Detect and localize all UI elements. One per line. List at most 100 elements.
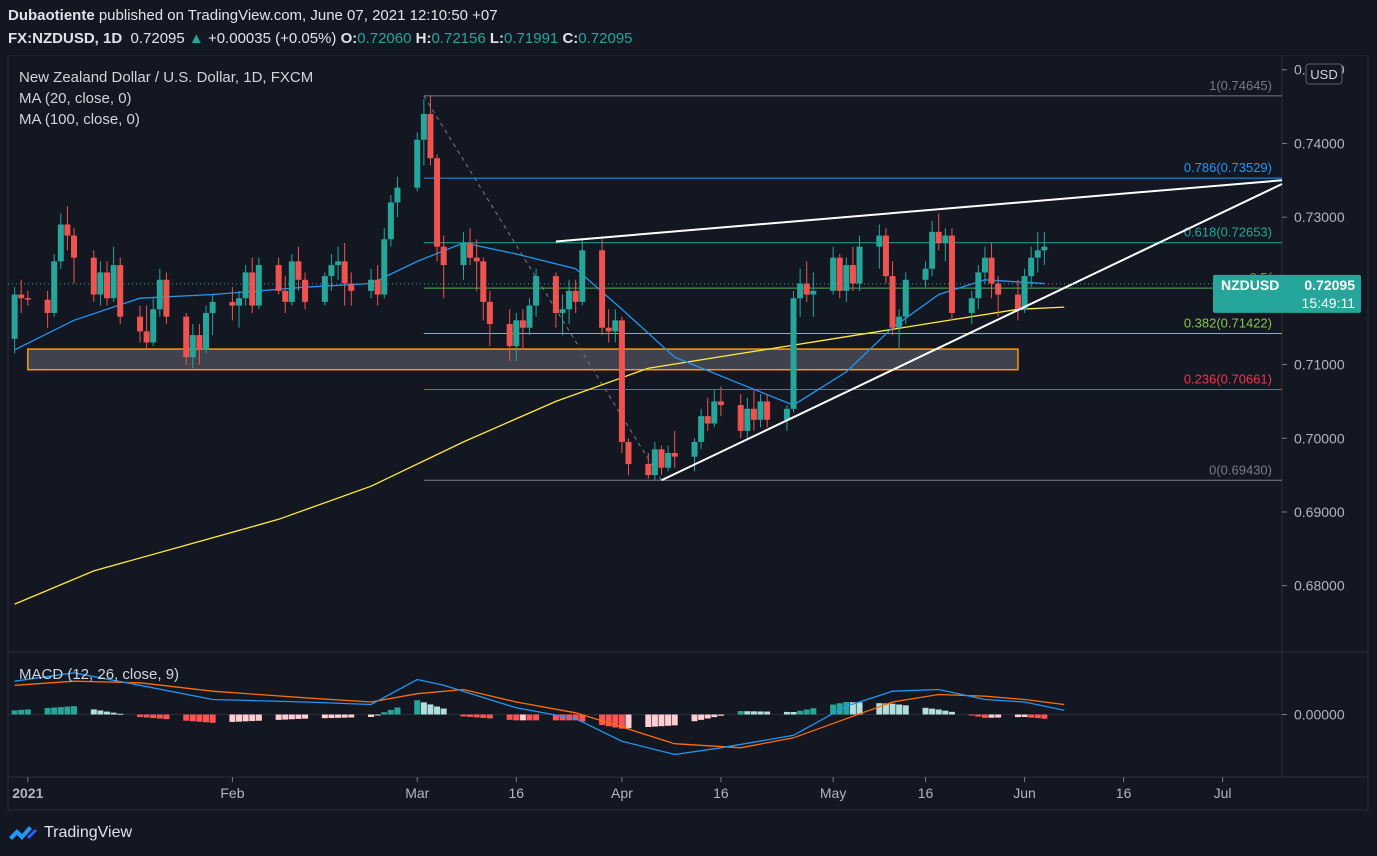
candle-body[interactable] [981, 257, 988, 273]
candle-body[interactable] [612, 320, 619, 332]
candle-body[interactable] [18, 294, 25, 299]
candle-body[interactable] [163, 279, 170, 317]
candle-body[interactable] [856, 246, 863, 284]
candle-body[interactable] [236, 298, 243, 306]
candle-body[interactable] [665, 453, 672, 468]
candle-body[interactable] [929, 231, 936, 269]
candle-body[interactable] [71, 235, 78, 258]
candle-body[interactable] [599, 250, 606, 328]
candle-body[interactable] [57, 224, 64, 262]
candle-body[interactable] [790, 298, 797, 409]
candle-body[interactable] [24, 298, 31, 300]
candle-body[interactable] [51, 261, 58, 313]
legend-ma20[interactable]: MA (20, close, 0) [19, 90, 132, 107]
candle-body[interactable] [11, 294, 18, 339]
candle-body[interactable] [104, 272, 111, 299]
candle-body[interactable] [275, 265, 282, 291]
candle-body[interactable] [764, 401, 771, 420]
candle-body[interactable] [321, 276, 328, 302]
candle-body[interactable] [341, 261, 348, 284]
candle-body[interactable] [381, 239, 388, 295]
candle-body[interactable] [691, 441, 698, 457]
candle-body[interactable] [559, 309, 566, 313]
candle-body[interactable] [295, 261, 302, 280]
candle-body[interactable] [328, 265, 335, 277]
candle-body[interactable] [744, 408, 751, 431]
candle-body[interactable] [209, 301, 216, 313]
candle-body[interactable] [783, 408, 790, 420]
candle-body[interactable] [948, 235, 955, 313]
candle-body[interactable] [988, 257, 995, 284]
candle-body[interactable] [658, 449, 665, 468]
candle-body[interactable] [117, 265, 124, 317]
currency-badge-box[interactable] [1305, 63, 1343, 85]
candle-body[interactable] [968, 298, 975, 313]
candle-body[interactable] [625, 441, 632, 465]
candle-body[interactable] [717, 401, 724, 406]
candle-body[interactable] [183, 316, 190, 358]
candle-body[interactable] [896, 316, 903, 328]
candle-body[interactable] [995, 283, 1002, 295]
candle-body[interactable] [394, 187, 401, 203]
candle-body[interactable] [843, 265, 850, 291]
macd-signal-line[interactable] [14, 680, 1065, 749]
candle-body[interactable] [64, 224, 71, 236]
candle-body[interactable] [750, 408, 757, 420]
candle-body[interactable] [797, 283, 804, 299]
candle-body[interactable] [434, 158, 441, 247]
candle-body[interactable] [90, 257, 97, 295]
candle-body[interactable] [229, 301, 236, 306]
legend-ma100[interactable]: MA (100, close, 0) [19, 111, 140, 128]
candle-body[interactable] [698, 416, 705, 442]
candle-body[interactable] [348, 283, 355, 291]
candle-body[interactable] [467, 242, 474, 258]
candle-body[interactable] [579, 250, 586, 302]
candle-body[interactable] [803, 283, 810, 295]
currency-badge[interactable]: USD [1310, 67, 1337, 82]
candle-body[interactable] [902, 279, 909, 317]
candle-body[interactable] [519, 320, 526, 328]
candle-body[interactable] [942, 235, 949, 243]
candle-body[interactable] [651, 449, 658, 476]
candle-body[interactable] [302, 279, 309, 302]
candle-body[interactable] [526, 305, 533, 328]
candle-body[interactable] [137, 316, 144, 332]
candle-body[interactable] [737, 405, 744, 431]
candle-body[interactable] [645, 464, 652, 476]
candle-body[interactable] [506, 324, 513, 347]
candle-body[interactable] [513, 320, 520, 347]
candle-body[interactable] [110, 265, 117, 299]
candle-body[interactable] [1014, 294, 1021, 310]
candle-body[interactable] [335, 261, 342, 266]
candle-body[interactable] [282, 290, 289, 302]
candle-body[interactable] [810, 290, 817, 295]
candle-body[interactable] [387, 202, 394, 240]
candle-body[interactable] [1034, 250, 1041, 258]
ma100-line[interactable] [14, 306, 1065, 605]
price-tag-box[interactable] [1213, 274, 1361, 313]
candle-body[interactable] [374, 279, 381, 295]
candle-body[interactable] [975, 272, 982, 299]
candle-body[interactable] [156, 279, 163, 310]
candle-body[interactable] [533, 276, 540, 306]
candle-body[interactable] [368, 279, 375, 291]
candle-body[interactable] [671, 453, 678, 457]
candle-body[interactable] [1021, 276, 1028, 310]
candle-body[interactable] [249, 272, 256, 306]
candle-body[interactable] [189, 335, 196, 358]
candle-body[interactable] [935, 231, 942, 243]
tradingview-brand[interactable]: TradingView [44, 824, 133, 841]
candle-body[interactable] [618, 320, 625, 442]
candle-body[interactable] [566, 290, 573, 310]
candle-body[interactable] [711, 401, 718, 424]
candle-body[interactable] [460, 242, 467, 266]
candle-body[interactable] [150, 309, 157, 343]
macd-line[interactable] [14, 672, 1065, 756]
candle-body[interactable] [480, 261, 487, 302]
trendline[interactable] [661, 183, 1283, 482]
candle-body[interactable] [876, 235, 883, 247]
candle-body[interactable] [836, 257, 843, 291]
legend-macd[interactable]: MACD (12, 26, close, 9) [19, 666, 179, 683]
candle-body[interactable] [1028, 257, 1035, 277]
candle-body[interactable] [203, 312, 210, 350]
